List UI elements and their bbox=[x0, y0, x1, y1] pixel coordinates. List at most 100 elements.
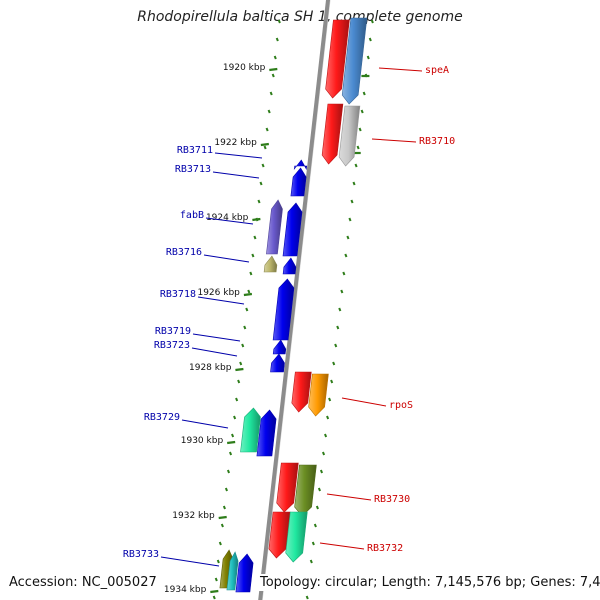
kbp-tick-label: 1926 kbp bbox=[197, 288, 240, 298]
track-dot-outer bbox=[324, 433, 328, 438]
track-dot-outer bbox=[340, 289, 344, 294]
kbp-tick bbox=[269, 67, 278, 72]
track-dot-outer bbox=[334, 343, 338, 348]
gene-label-reverse: RB3729 bbox=[144, 412, 180, 423]
track-dot-inner bbox=[269, 91, 273, 96]
gene-label-forward: RB3730 bbox=[374, 494, 410, 505]
gene-reverse bbox=[290, 167, 307, 197]
track-dot-outer bbox=[321, 451, 326, 456]
track-dot-inner bbox=[245, 307, 249, 312]
track-dot-outer bbox=[319, 469, 324, 474]
track-dot-inner bbox=[237, 379, 241, 384]
track-dot-inner bbox=[228, 451, 233, 456]
track-dot-outer bbox=[356, 145, 360, 150]
track-dot-inner bbox=[271, 73, 275, 78]
track-dot-outer bbox=[311, 541, 315, 546]
kbp-tick bbox=[235, 367, 244, 372]
gene-label-forward: speA bbox=[425, 65, 449, 76]
gene-forward bbox=[321, 103, 344, 165]
track-dot-inner bbox=[220, 523, 224, 528]
track-dot-outer bbox=[346, 235, 350, 240]
track-dot-outer bbox=[326, 415, 330, 420]
track-dot-inner bbox=[222, 505, 226, 510]
kbp-tick-label: 1924 kbp bbox=[206, 213, 249, 223]
gene-reverse bbox=[263, 255, 278, 273]
gene-label-leader bbox=[160, 556, 220, 567]
gene-label-leader bbox=[341, 397, 387, 407]
track-dot-inner bbox=[265, 127, 269, 132]
track-dot-inner bbox=[231, 433, 235, 438]
gene-label-leader bbox=[212, 171, 260, 179]
kbp-tick bbox=[260, 142, 269, 147]
track-dot-outer bbox=[330, 379, 334, 384]
gene-forward bbox=[308, 373, 329, 417]
track-dot-inner bbox=[267, 109, 271, 114]
track-dot-inner bbox=[226, 469, 231, 474]
track-dot-inner bbox=[263, 145, 267, 150]
track-dot-outer bbox=[360, 109, 364, 114]
track-dot-inner bbox=[275, 37, 279, 42]
gene-label-leader bbox=[326, 493, 372, 501]
track-dot-inner bbox=[243, 325, 247, 330]
gene-label-reverse: fabB bbox=[180, 210, 204, 221]
track-dot-inner bbox=[257, 199, 261, 204]
track-dot-inner bbox=[261, 163, 265, 168]
kbp-tick-label: 1928 kbp bbox=[189, 363, 232, 373]
gene-label-reverse: RB3713 bbox=[175, 164, 211, 175]
track-dot-inner bbox=[251, 253, 255, 258]
kbp-tick-label: 1920 kbp bbox=[223, 63, 266, 73]
kbp-tick-label: 1930 kbp bbox=[181, 436, 224, 446]
gene-reverse bbox=[270, 353, 285, 373]
gene-label-leader bbox=[371, 138, 417, 143]
track-dot-outer bbox=[317, 487, 321, 492]
gene-label-reverse: RB3719 bbox=[155, 326, 191, 337]
track-dot-outer bbox=[350, 199, 354, 204]
track-dot-outer bbox=[358, 127, 362, 132]
gene-label-forward: rpoS bbox=[389, 400, 413, 411]
gene-label-leader bbox=[378, 67, 423, 72]
gene-reverse bbox=[235, 553, 254, 593]
track-dot-outer bbox=[305, 595, 309, 600]
gene-label-forward: RB3710 bbox=[419, 136, 455, 147]
gene-forward bbox=[291, 371, 312, 413]
track-dot-outer bbox=[362, 91, 366, 96]
gene-label-leader bbox=[319, 542, 365, 550]
kbp-tick-label: 1932 kbp bbox=[172, 511, 215, 521]
gene-label-reverse: RB3718 bbox=[160, 289, 196, 300]
gene-reverse bbox=[293, 159, 308, 171]
track-dot-outer bbox=[309, 559, 313, 564]
track-dot-outer bbox=[344, 253, 348, 258]
gene-forward bbox=[294, 464, 317, 517]
track-dot-outer bbox=[328, 397, 332, 402]
kbp-tick bbox=[252, 217, 261, 222]
gene-forward bbox=[285, 511, 308, 563]
track-dot-inner bbox=[224, 487, 228, 492]
track-dot-outer bbox=[368, 37, 372, 42]
track-dot-inner bbox=[247, 289, 251, 294]
kbp-tick bbox=[218, 515, 227, 520]
track-dot-outer bbox=[354, 163, 358, 168]
gene-forward bbox=[338, 105, 361, 167]
gene-label-leader bbox=[192, 333, 241, 342]
gene-reverse bbox=[272, 339, 287, 355]
track-dot-inner bbox=[241, 343, 245, 348]
track-dot-inner bbox=[235, 397, 239, 402]
track-dot-outer bbox=[315, 505, 319, 510]
gene-forward bbox=[268, 511, 291, 559]
gene-label-leader bbox=[197, 296, 245, 305]
backbone-line bbox=[258, 0, 331, 600]
accession-label: Accession: NC_005027 bbox=[7, 574, 159, 591]
gene-reverse bbox=[282, 257, 297, 275]
track-dot-outer bbox=[342, 271, 346, 276]
kbp-tick bbox=[243, 292, 253, 297]
gene-label-leader bbox=[203, 254, 250, 263]
kbp-tick-label: 1934 kbp bbox=[164, 585, 207, 595]
gene-label-leader bbox=[214, 152, 263, 159]
gene-label-reverse: RB3733 bbox=[123, 549, 159, 560]
track-dot-outer bbox=[366, 55, 370, 60]
gene-label-leader bbox=[205, 217, 254, 225]
gene-label-forward: RB3732 bbox=[367, 543, 403, 554]
track-dot-outer bbox=[370, 19, 374, 24]
gene-forward bbox=[341, 17, 368, 105]
